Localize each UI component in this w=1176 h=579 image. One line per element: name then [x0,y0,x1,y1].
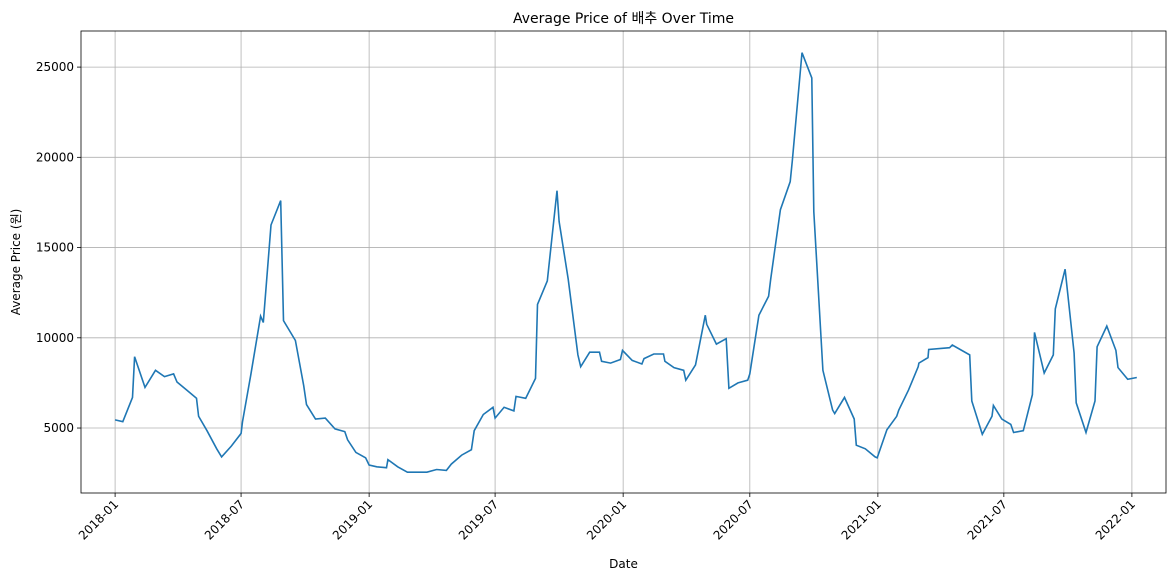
x-tick-label: 2019-01 [330,497,375,542]
x-tick-label: 2020-07 [711,497,756,542]
x-tick-label: 2022-01 [1093,497,1138,542]
chart-title: Average Price of 배추 Over Time [513,11,734,27]
series-line [114,52,1137,473]
grid-lines [81,31,1166,493]
y-tick-label: 20000 [36,150,74,164]
y-tick-label: 5000 [43,421,74,435]
y-tick-label: 15000 [36,241,74,255]
x-tick-label: 2021-01 [839,497,884,542]
axis-ticks: 5000 10000 15000 20000 25000 2018-01 2018-07 20… [36,60,1138,542]
x-tick-label: 2019-07 [456,497,501,542]
x-tick-label: 2018-01 [76,497,121,542]
x-tick-label: 2021-07 [965,497,1010,542]
y-tick-label: 10000 [36,331,74,345]
y-tick-label: 25000 [36,60,74,74]
y-axis-label: Average Price (원) [9,209,23,316]
x-tick-label: 2020-01 [584,497,629,542]
x-tick-label: 2018-07 [202,497,247,542]
x-axis-label: Date [609,557,638,571]
